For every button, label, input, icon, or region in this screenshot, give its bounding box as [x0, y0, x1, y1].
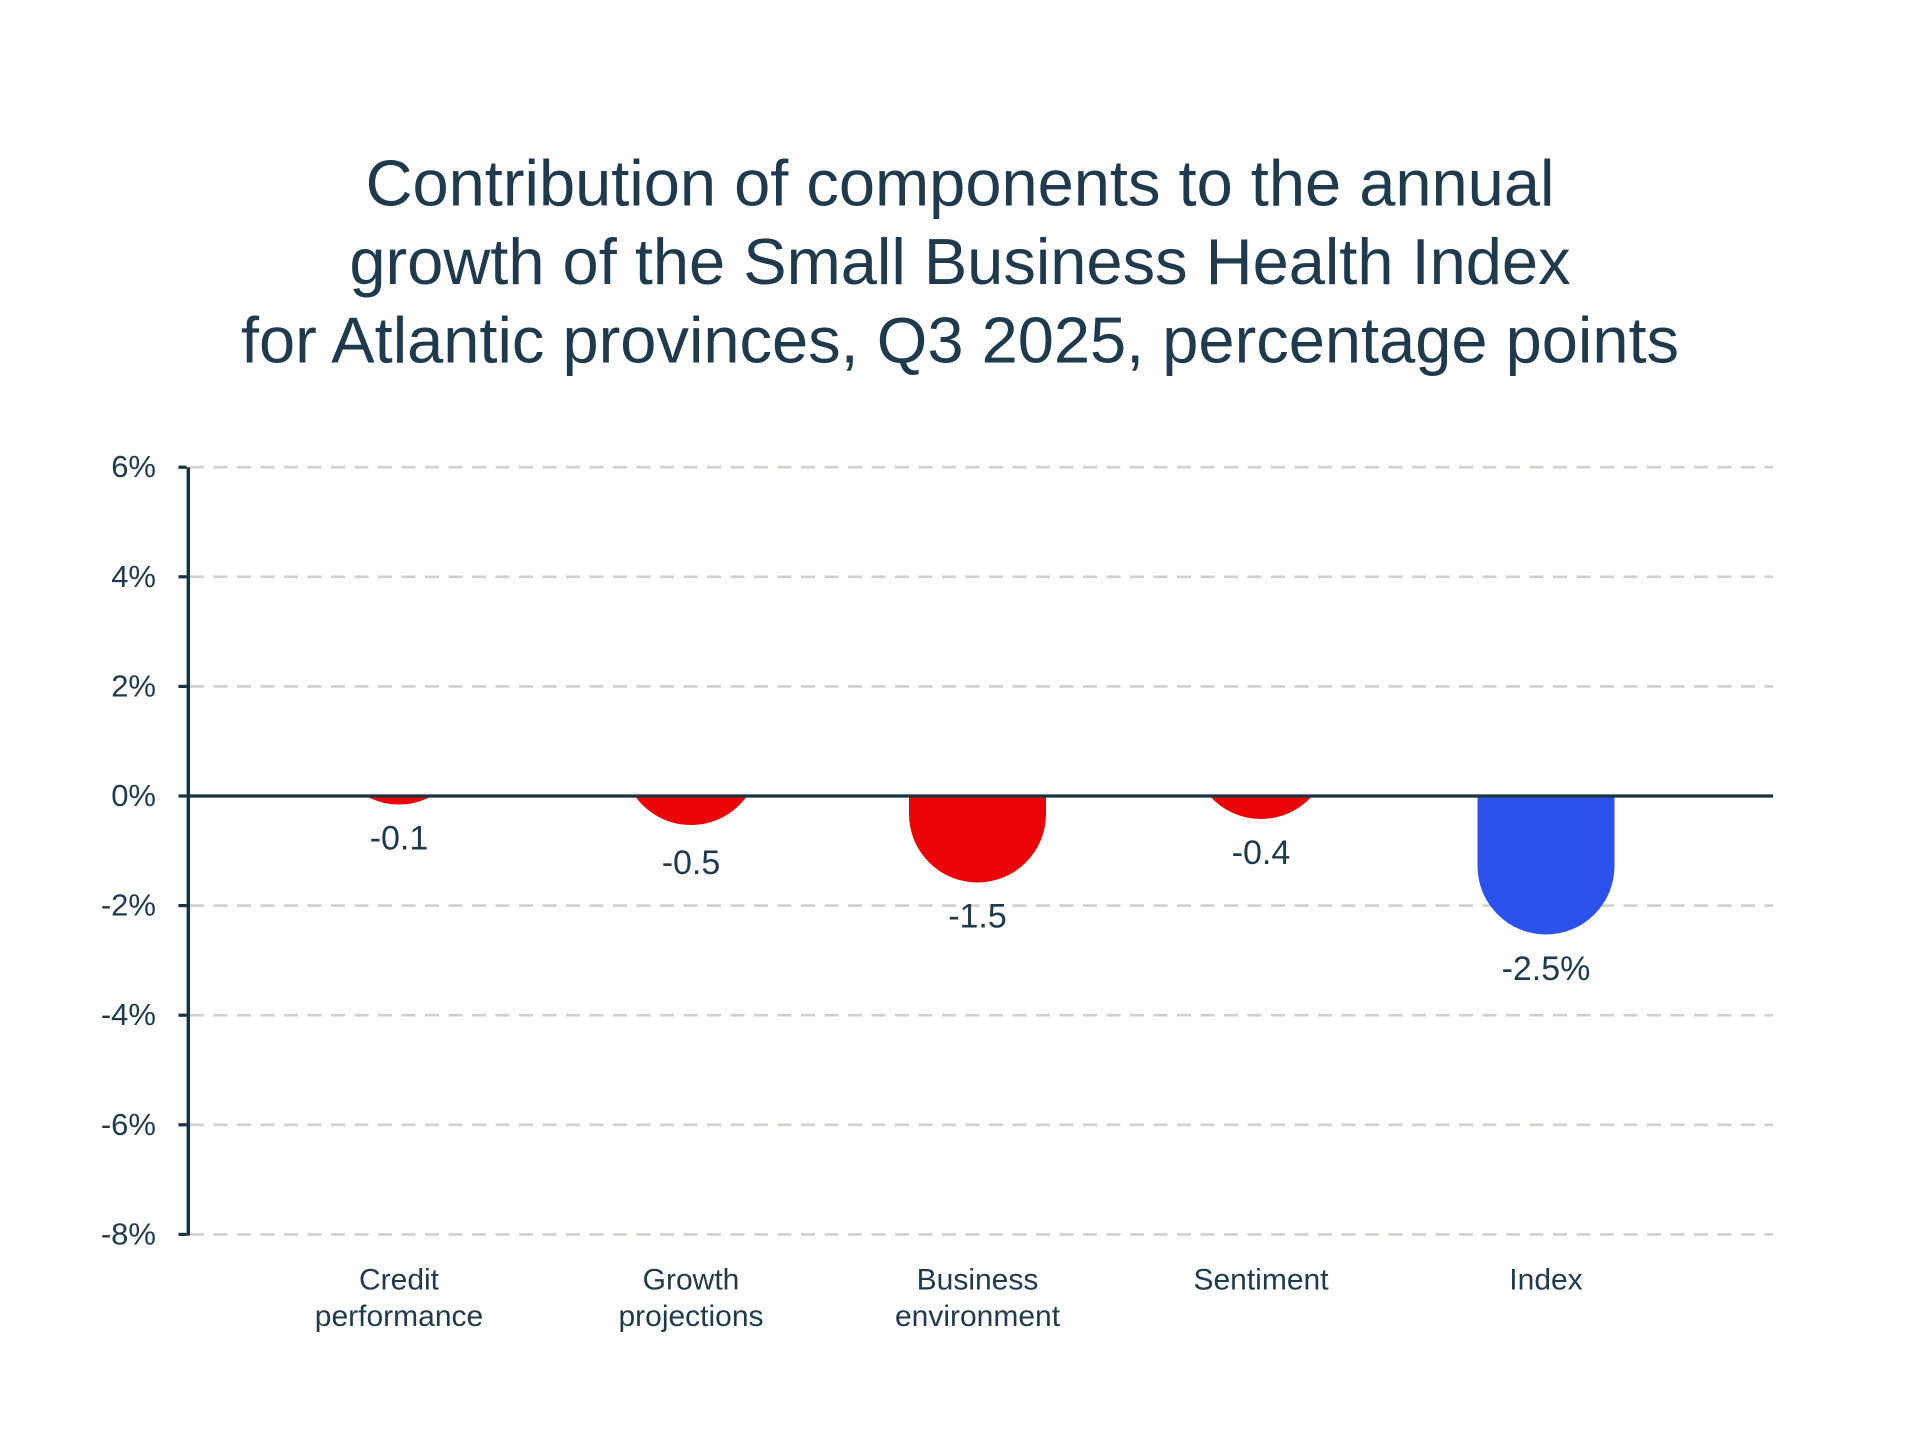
svg-text:Contribution of components to: Contribution of components to the annual: [366, 147, 1555, 220]
svg-text:Business: Business: [917, 1264, 1039, 1297]
svg-text:projections: projections: [618, 1300, 763, 1333]
svg-text:-2%: -2%: [101, 888, 156, 923]
svg-text:Sentiment: Sentiment: [1193, 1264, 1329, 1297]
svg-text:0%: 0%: [111, 778, 156, 813]
svg-text:-1.5: -1.5: [948, 898, 1007, 936]
svg-text:environment: environment: [895, 1300, 1061, 1333]
svg-text:-2.5%: -2.5%: [1502, 950, 1591, 988]
svg-text:4%: 4%: [111, 559, 156, 594]
svg-text:performance: performance: [315, 1300, 483, 1333]
svg-text:-8%: -8%: [101, 1216, 156, 1251]
svg-text:-6%: -6%: [101, 1107, 156, 1142]
svg-text:Growth: Growth: [643, 1264, 740, 1297]
svg-text:Credit: Credit: [359, 1264, 440, 1297]
svg-text:-4%: -4%: [101, 997, 156, 1032]
svg-text:for Atlantic provinces, Q3 202: for Atlantic provinces, Q3 2025, percent…: [241, 304, 1679, 377]
svg-text:-0.4: -0.4: [1232, 834, 1291, 872]
svg-text:growth of the Small Business H: growth of the Small Business Health Inde…: [349, 225, 1570, 298]
svg-text:6%: 6%: [111, 449, 156, 484]
svg-text:Index: Index: [1509, 1264, 1582, 1297]
svg-text:-0.5: -0.5: [662, 844, 721, 882]
svg-text:-0.1: -0.1: [370, 820, 429, 858]
svg-text:2%: 2%: [111, 668, 156, 703]
